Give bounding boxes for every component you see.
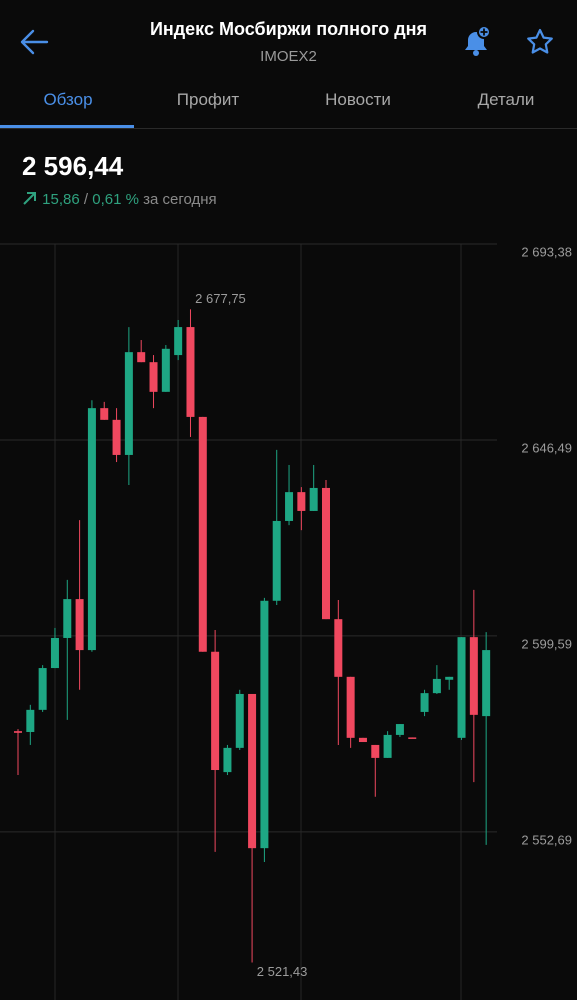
candle-body	[63, 599, 72, 638]
candle-body	[161, 348, 170, 392]
candle-body	[457, 637, 466, 738]
candle-body	[26, 709, 35, 732]
tab[interactable]: Новости	[325, 90, 391, 109]
candle-body	[198, 416, 207, 652]
candle-body	[75, 599, 84, 651]
candle-body	[358, 737, 367, 743]
candle-body	[272, 520, 281, 601]
candle-body	[248, 693, 257, 849]
tab[interactable]: Обзор	[43, 90, 93, 109]
title: Индекс Мосбиржи полного дня	[149, 19, 428, 39]
y-tick-label: 2 646,49	[521, 440, 572, 455]
tab-indicator	[0, 125, 134, 128]
candle-body	[420, 693, 429, 712]
header-icons	[0, 25, 577, 129]
change-value: 15,86	[42, 191, 80, 208]
tab[interactable]: Профит	[176, 90, 240, 109]
candle-body	[124, 352, 133, 455]
candle-body	[174, 327, 183, 356]
candle-body	[186, 327, 195, 417]
back-button[interactable]	[20, 29, 49, 55]
favorite-button[interactable]	[527, 28, 553, 54]
y-tick-label: 2 599,59	[521, 636, 572, 651]
candle-body	[322, 487, 330, 620]
candle-body	[297, 492, 306, 511]
candle-body	[223, 747, 232, 773]
candle-body	[235, 693, 244, 748]
candle-body	[38, 668, 47, 710]
tab-divider	[0, 128, 577, 129]
candle-body	[14, 731, 22, 733]
time-separators	[54, 244, 462, 1000]
candle-body	[408, 737, 417, 739]
separator: /	[83, 191, 89, 208]
candle-body	[211, 651, 220, 771]
period: за сегодня	[143, 191, 217, 208]
candle-body	[149, 362, 158, 392]
candle-body	[100, 408, 109, 420]
candle-body	[137, 352, 146, 363]
y-tick-label: 2 693,38	[521, 244, 572, 259]
candle-body	[309, 487, 318, 511]
candle-body	[371, 744, 380, 758]
candle-body	[469, 637, 478, 715]
candle-body	[432, 678, 441, 694]
candle-body	[383, 734, 392, 758]
extreme-label: 2 677,75	[195, 291, 246, 306]
candle-body	[112, 419, 121, 455]
subtitle: IMOEX2	[260, 48, 317, 65]
notification-button[interactable]	[465, 25, 491, 56]
change-percent: 0,61 %	[92, 191, 139, 208]
candle-body	[482, 650, 491, 717]
extreme-label: 2 521,43	[257, 964, 308, 979]
up-arrow	[23, 192, 36, 205]
candle-body	[285, 492, 294, 521]
candle-body	[260, 600, 269, 849]
candle-body	[445, 676, 454, 680]
candle-body	[346, 676, 355, 738]
y-tick-label: 2 552,69	[521, 832, 572, 847]
candle-body	[87, 408, 96, 651]
candle-body	[50, 637, 59, 669]
candle-body	[334, 619, 343, 677]
candle-body	[395, 724, 404, 735]
tab[interactable]: Детали	[477, 90, 535, 109]
price: 2 596,44	[22, 151, 124, 181]
change-line: 15,86 / 0,61 % за сегодня	[22, 191, 217, 208]
